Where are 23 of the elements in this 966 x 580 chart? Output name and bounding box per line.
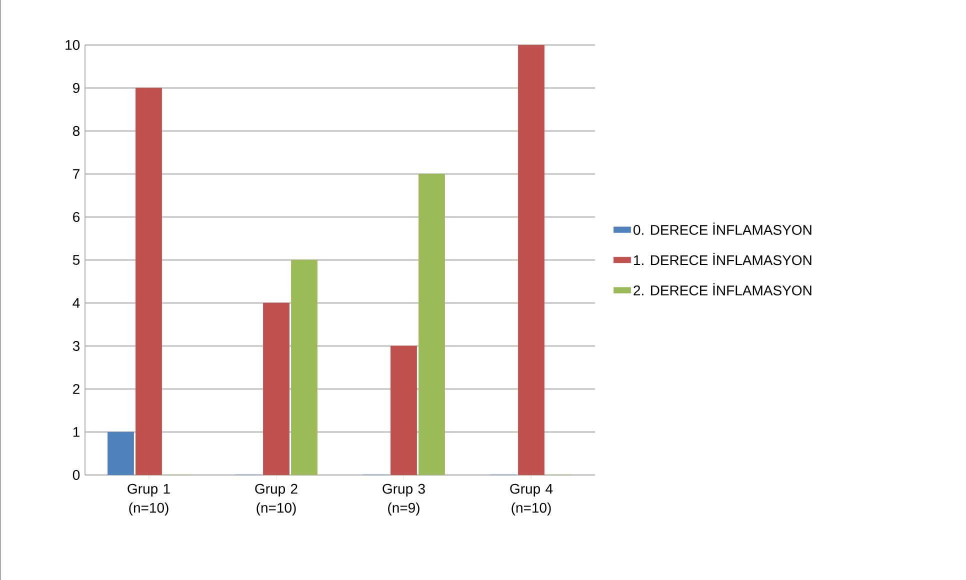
legend-label: 2. DERECE İNFLAMASYON — [634, 283, 812, 296]
y-tick-label: 0 — [72, 470, 80, 480]
y-tick-label: 3 — [72, 341, 80, 351]
y-tick-label: 2 — [73, 384, 80, 394]
bar — [390, 346, 417, 475]
x-tick-label: Grup 3 (n=9) — [382, 484, 425, 516]
x-tick-label: Grup 4 (n=10) — [510, 484, 553, 516]
y-tick-label: 7 — [73, 169, 80, 179]
y-tick-label: 6 — [73, 212, 80, 222]
bar — [136, 88, 162, 475]
y-tick-label: 4 — [72, 298, 80, 308]
y-tick-label: 5 — [72, 255, 80, 265]
legend-label: 0. DERECE İNFLAMASYON — [634, 222, 812, 235]
y-tick-label: 9 — [73, 83, 80, 93]
bar — [518, 44, 544, 475]
x-tick-label: Grup 1 (n=10) — [128, 484, 170, 516]
bar — [263, 302, 290, 475]
y-tick-label: 8 — [72, 126, 80, 136]
legend-label: 1. DERECE İNFLAMASYON — [634, 252, 812, 266]
x-tick-label: Grup 2 (n=10) — [255, 484, 298, 516]
bar — [108, 432, 134, 475]
y-tick-label: 1 — [73, 427, 80, 437]
y-tick-label: 10 — [66, 40, 80, 50]
